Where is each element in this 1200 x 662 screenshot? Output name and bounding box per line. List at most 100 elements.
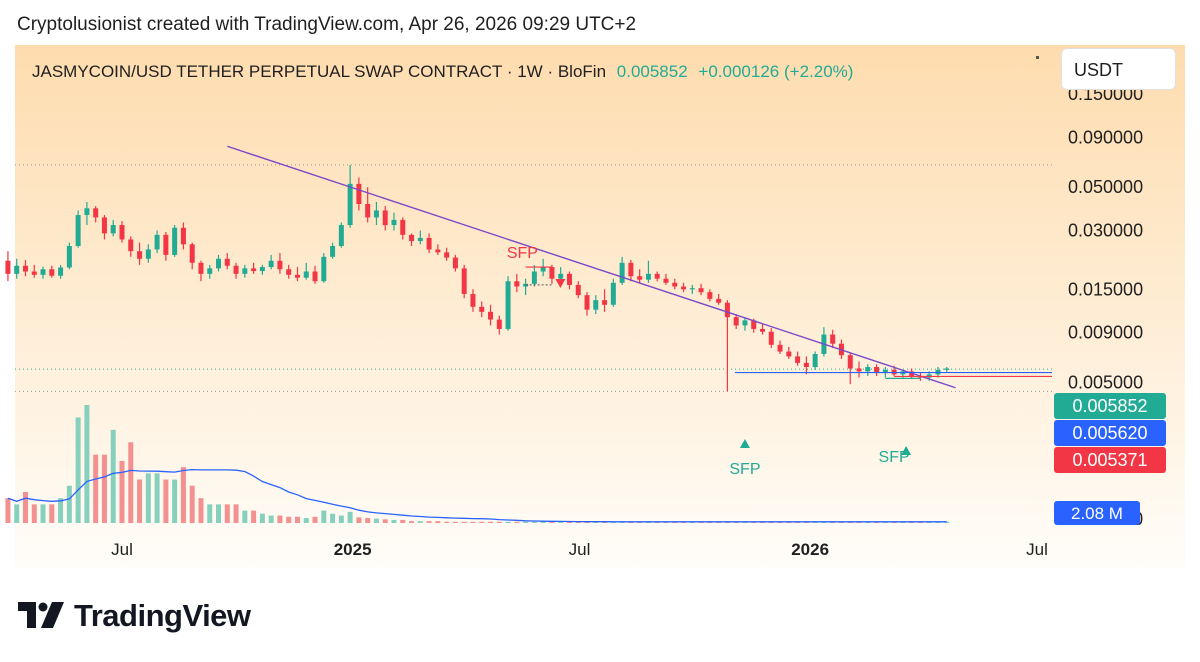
candle: [330, 245, 336, 257]
price-label-badge: [1054, 447, 1166, 473]
price-label-text: 0.005620: [1072, 423, 1147, 443]
y-axis-tick-label: 0.005000: [1068, 372, 1143, 392]
candle: [84, 208, 90, 216]
descending-trendline: [227, 145, 956, 389]
candle: [602, 300, 608, 305]
candle: [505, 281, 511, 329]
sfp-label-bullish-1: SFP: [729, 461, 760, 478]
volume-bar: [452, 521, 458, 523]
volume-bar: [426, 521, 432, 523]
volume-bar: [66, 485, 72, 523]
chart-background: [15, 45, 1185, 568]
candle: [400, 219, 406, 235]
candle: [847, 355, 853, 369]
volume-bar: [40, 504, 46, 523]
volume-bar: [242, 510, 248, 523]
volume-bar: [523, 521, 529, 523]
candle: [391, 219, 397, 226]
candle: [575, 284, 581, 296]
volume-bar: [49, 504, 55, 523]
volume-bar: [321, 510, 327, 523]
volume-bar: [303, 518, 309, 523]
volume-bar: [286, 516, 292, 523]
candle: [531, 271, 537, 284]
volume-bar: [373, 518, 379, 523]
volume-bar: [312, 516, 318, 523]
candle: [496, 319, 502, 329]
candle: [145, 249, 151, 259]
candle: [294, 274, 300, 278]
volume-bar: [207, 504, 213, 523]
volume-bar: [110, 429, 116, 523]
candle: [137, 251, 143, 259]
volume-bar: [584, 521, 590, 523]
candle: [66, 245, 72, 268]
candle: [742, 320, 748, 326]
volume-bar: [514, 521, 520, 523]
candle: [154, 234, 160, 250]
tradingview-logo: TradingView: [18, 598, 251, 634]
candle: [566, 273, 572, 285]
candle: [242, 268, 248, 274]
volume-bar: [119, 460, 125, 523]
volume-bar: [277, 515, 283, 523]
x-axis-tick-label: Jul: [1026, 540, 1048, 559]
candle: [347, 183, 353, 226]
volume-bar: [14, 504, 20, 523]
candle: [321, 256, 327, 282]
volume-bar: [488, 521, 494, 523]
candle: [707, 292, 713, 299]
volume-bar: [259, 513, 265, 523]
candle: [479, 306, 485, 312]
volume-bar: [189, 485, 195, 523]
candle: [698, 288, 704, 293]
candle: [277, 260, 283, 270]
interval-label: 1W: [517, 62, 543, 81]
volume-bar: [365, 518, 371, 523]
volume-bar: [180, 467, 186, 523]
sfp-arrow-up: [739, 439, 750, 448]
candle: [882, 369, 888, 373]
candle: [488, 311, 494, 320]
candle: [22, 265, 28, 272]
candle: [40, 269, 46, 275]
candle: [224, 258, 230, 266]
candle: [382, 210, 388, 226]
volume-bar: [31, 504, 37, 523]
candle: [865, 367, 871, 372]
candle: [312, 271, 318, 282]
currency-selector[interactable]: USDT: [1061, 48, 1176, 90]
candle: [610, 282, 616, 305]
candle: [786, 351, 792, 357]
candle: [716, 298, 722, 303]
candle: [795, 356, 801, 363]
candle: [628, 262, 634, 277]
candle: [733, 317, 739, 326]
volume-bar: [163, 479, 169, 523]
candle: [356, 183, 362, 205]
candle: [365, 204, 371, 218]
x-axis-tick-label: 2025: [334, 540, 372, 559]
volume-bar: [540, 521, 546, 523]
candle: [49, 269, 55, 276]
candle: [812, 353, 818, 368]
candle: [470, 293, 476, 307]
candle: [856, 368, 862, 372]
candle: [233, 265, 239, 274]
candle: [93, 208, 99, 218]
volume-bar: [391, 519, 397, 523]
volume-bar: [75, 417, 81, 523]
candle: [593, 300, 599, 310]
volume-bar: [558, 521, 564, 523]
x-axis-tick-label: 2026: [791, 540, 829, 559]
last-price: 0.005852: [616, 62, 688, 81]
chart-attribution: Cryptolusionist created with TradingView…: [17, 14, 637, 35]
candle: [654, 273, 660, 279]
volume-bar: [566, 521, 572, 523]
candle: [768, 331, 774, 345]
volume-bar: [22, 491, 28, 523]
y-axis-tick-label: 0.090000: [1068, 127, 1143, 147]
candle: [514, 281, 520, 287]
candle: [286, 269, 292, 275]
